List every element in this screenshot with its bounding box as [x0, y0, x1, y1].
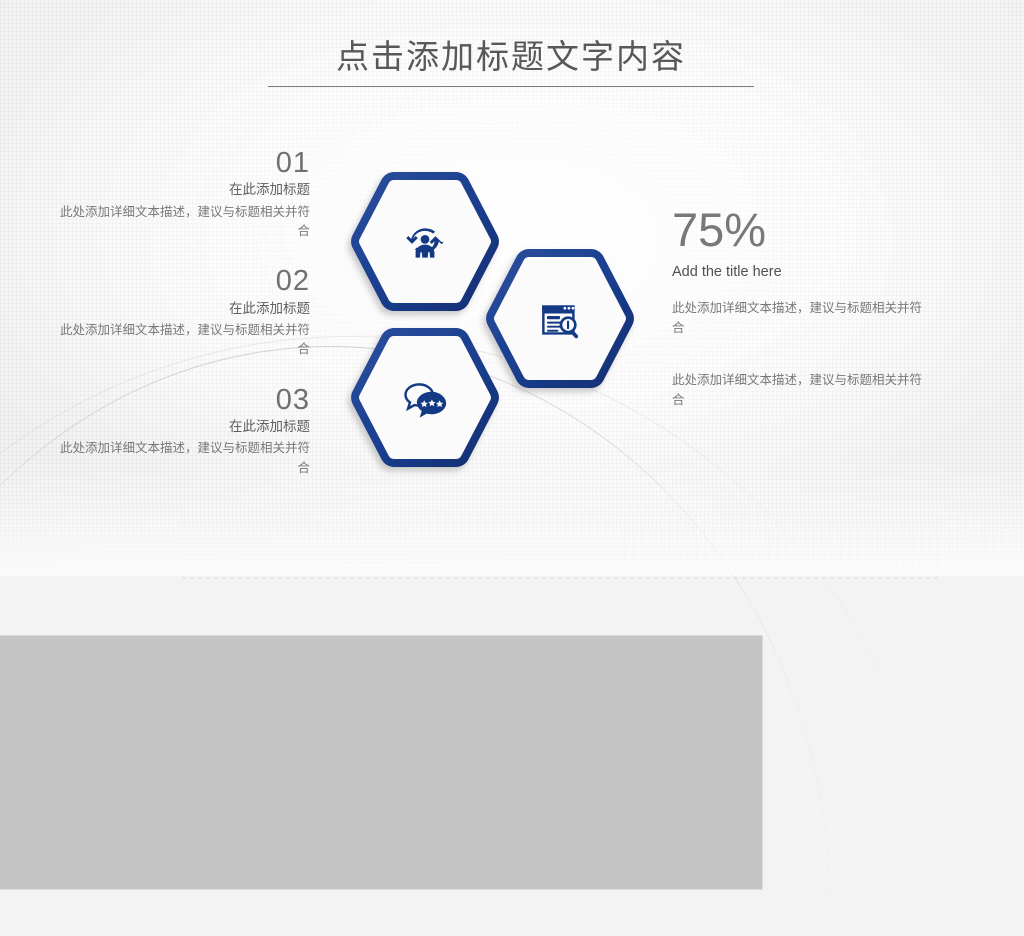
item-number: 03	[275, 383, 310, 416]
item-number: 01	[275, 147, 310, 179]
chat-stars-icon	[350, 324, 500, 474]
panel-description: 此处添加详细文本描述，建议与标题相关并符合	[672, 300, 923, 336]
background-bottom-fade	[0, 456, 1024, 576]
item-description: 此处添加详细文本描述，建议与标题相关并符合	[60, 441, 311, 475]
list-item[interactable]: 02 在此添加标题 此处添加详细文本描述，建议与标题相关并符合	[60, 265, 311, 359]
panel-subtitle: Add the title here	[672, 263, 782, 280]
hexagon-cluster	[340, 160, 670, 500]
title-divider	[268, 86, 754, 88]
document-search-icon	[485, 245, 635, 395]
slide-header: 点击添加标题文字内容	[268, 36, 754, 88]
left-text-column: 01 在此添加标题 此处添加详细文本描述，建议与标题相关并符合 02 在此添加标…	[60, 147, 311, 478]
user-refresh-icon	[350, 168, 500, 318]
item-heading: 在此添加标题	[229, 182, 310, 198]
hexagon-card-3[interactable]	[350, 324, 500, 474]
item-description: 此处添加详细文本描述，建议与标题相关并符合	[60, 204, 311, 238]
hexagon-card-2[interactable]	[485, 245, 635, 395]
hexagon-card-1[interactable]	[350, 168, 500, 318]
item-heading: 在此添加标题	[229, 300, 310, 316]
list-item[interactable]: 03 在此添加标题 此处添加详细文本描述，建议与标题相关并符合	[60, 383, 311, 478]
right-text-column: 75% Add the title here 此处添加详细文本描述，建议与标题相…	[672, 206, 924, 338]
item-number: 02	[275, 265, 310, 298]
item-description: 此处添加详细文本描述，建议与标题相关并符合	[60, 322, 311, 357]
page-title: 点击添加标题文字内容	[336, 38, 686, 75]
percent-value: 75%	[672, 203, 767, 256]
slide-content: 点击添加标题文字内容 01 在此添加标题 此处添加详细文本描述，建议与标题相关并…	[60, 36, 924, 500]
list-item[interactable]: 01 在此添加标题 此处添加详细文本描述，建议与标题相关并符合	[60, 147, 311, 241]
item-heading: 在此添加标题	[229, 418, 310, 434]
panel-description-secondary: 此处添加详细文本描述，建议与标题相关并符合	[672, 373, 923, 408]
